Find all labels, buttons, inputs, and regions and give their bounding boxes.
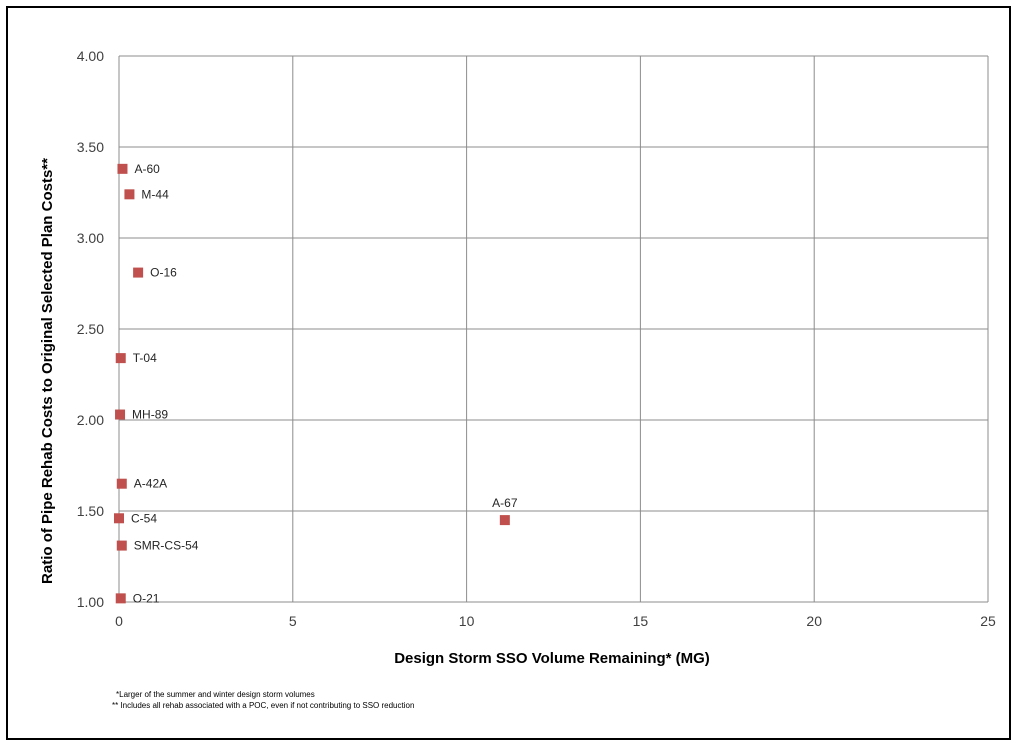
x-tick-labels: 0 5 10 15 20 25	[115, 613, 996, 629]
data-point-o-16	[133, 267, 144, 278]
y-tick-label: 1.50	[77, 503, 104, 519]
x-axis-title: Design Storm SSO Volume Remaining* (MG)	[394, 650, 710, 667]
data-label-smr-cs-54: SMR-CS-54	[134, 539, 199, 553]
y-axis-title: Ratio of Pipe Rehab Costs to Original Se…	[39, 158, 56, 584]
footnote-rehab: ** Includes all rehab associated with a …	[112, 701, 415, 710]
x-tick-label: 25	[980, 613, 996, 629]
data-point-m-44	[124, 189, 135, 200]
data-label-o-21: O-21	[133, 591, 160, 605]
footnote-volumes: *Larger of the summer and winter design …	[116, 690, 315, 699]
y-tick-label: 1.00	[77, 594, 104, 610]
x-tick-label: 10	[459, 613, 475, 629]
data-point-c-54	[114, 513, 124, 524]
data-label-m-44: M-44	[141, 187, 169, 201]
y-tick-labels: 1.00 1.50 2.00 2.50 3.00 3.50 4.00	[77, 48, 104, 610]
data-point-t-04	[115, 353, 126, 364]
data-point-a-42a	[116, 478, 127, 489]
data-label-t-04: T-04	[133, 351, 157, 365]
y-tick-label: 4.00	[77, 48, 104, 64]
data-point-mh-89	[115, 409, 126, 420]
x-tick-label: 15	[633, 613, 649, 629]
data-label-a-42a: A-42A	[134, 477, 167, 491]
x-tick-label: 0	[115, 613, 123, 629]
data-label-a-60: A-60	[134, 162, 160, 176]
data-label-o-16: O-16	[150, 266, 177, 280]
data-point-smr-cs-54	[116, 540, 127, 551]
x-tick-label: 20	[806, 613, 822, 629]
gridlines	[118, 55, 989, 603]
y-tick-label: 3.50	[77, 139, 104, 155]
data-point-o-21	[115, 593, 126, 604]
y-tick-label: 3.00	[77, 230, 104, 246]
chart-frame	[6, 6, 1011, 740]
data-point-a-60	[117, 163, 128, 174]
y-tick-label: 2.00	[77, 412, 104, 428]
data-label-c-54: C-54	[131, 511, 157, 525]
data-point-a-67	[499, 515, 510, 526]
data-label-a-67: A-67	[492, 496, 518, 510]
data-label-mh-89: MH-89	[132, 408, 168, 422]
y-tick-label: 2.50	[77, 321, 104, 337]
x-tick-label: 5	[289, 613, 297, 629]
data-points: A-60 M-44 O-16 T-04 MH-89 A-42A C-54 SMR-CS-54 O…	[114, 162, 518, 605]
